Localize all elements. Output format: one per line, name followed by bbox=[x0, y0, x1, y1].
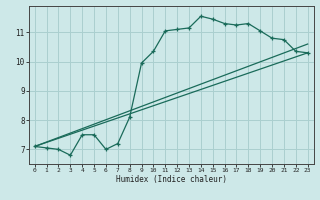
X-axis label: Humidex (Indice chaleur): Humidex (Indice chaleur) bbox=[116, 175, 227, 184]
